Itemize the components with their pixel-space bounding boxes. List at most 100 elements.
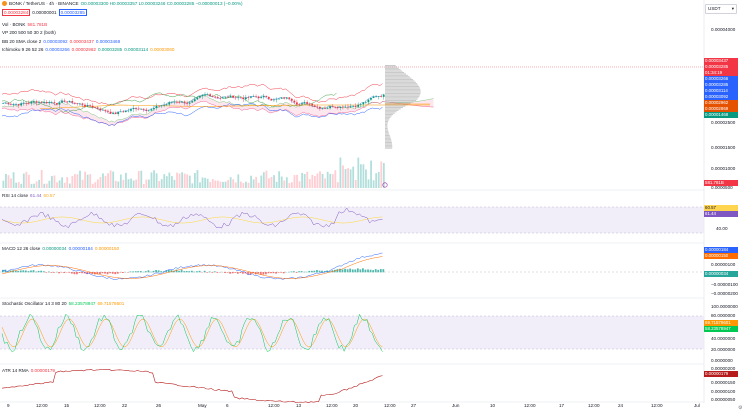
gear-icon[interactable]: ⚙ bbox=[738, 405, 743, 411]
candle-body bbox=[303, 102, 306, 104]
volume-profile-bar bbox=[385, 123, 388, 125]
candle-body bbox=[375, 96, 377, 98]
volume-profile-bar bbox=[385, 69, 401, 71]
candle-body bbox=[58, 102, 61, 105]
time-label: Jun bbox=[452, 403, 460, 408]
volume-profile-bar bbox=[385, 93, 421, 95]
candle-body bbox=[45, 102, 48, 104]
macd-hist-bar bbox=[295, 272, 298, 273]
candle-body bbox=[160, 105, 163, 107]
macd-hist-bar bbox=[374, 269, 377, 273]
candle-body bbox=[38, 102, 40, 103]
macd-hist-bar bbox=[9, 270, 12, 273]
macd-hist-bar bbox=[137, 271, 140, 273]
stoch-tick: 0.0000000 bbox=[711, 358, 733, 363]
ask-price[interactable]: 0.00003285 bbox=[58, 9, 87, 16]
candle-body bbox=[224, 96, 227, 98]
candle-body bbox=[130, 109, 132, 111]
macd-hist-bar bbox=[63, 272, 66, 274]
macd-hist-bar bbox=[150, 271, 152, 273]
vp-legend[interactable]: VP 200 500 50 30 2 (both) bbox=[2, 30, 56, 35]
macd-hist-value: 0.00000034 bbox=[42, 246, 67, 251]
macd-hist-bar bbox=[257, 272, 260, 274]
bb-lower-line bbox=[1, 103, 383, 127]
candle-body bbox=[250, 96, 252, 98]
volume-bar bbox=[89, 174, 92, 188]
bb-legend[interactable]: BB 20 SMA close 2 0.00003092 0.00003437 … bbox=[2, 39, 120, 44]
volume-bar bbox=[30, 183, 33, 188]
candle-body bbox=[275, 99, 278, 100]
ichimoku-legend[interactable]: Ichimoku 9 26 52 26 0.00003266 0.0000296… bbox=[2, 47, 174, 52]
candle-body bbox=[109, 111, 112, 114]
bid-price[interactable]: 0.00003284 bbox=[2, 9, 31, 16]
macd-hist-bar bbox=[242, 272, 244, 274]
stoch-tick: 20.0000000 bbox=[711, 347, 736, 352]
time-axis[interactable]: 9 12:00 15 12:00 22 26 May 6 12:00 13 12:00 20 12:00… bbox=[0, 403, 705, 411]
candle-body bbox=[7, 102, 10, 104]
macd-hist-bar bbox=[359, 269, 362, 273]
macd-legend[interactable]: MACD 12 26 close 0.00000034 0.00000184 0… bbox=[2, 246, 119, 251]
candle-body bbox=[372, 96, 375, 98]
volume-profile-bar bbox=[385, 87, 420, 89]
candle-body bbox=[163, 104, 166, 106]
candle-body bbox=[316, 106, 319, 108]
candle-body bbox=[68, 101, 71, 103]
candle-body bbox=[178, 102, 181, 103]
rsi-tick: 40.00 bbox=[716, 226, 728, 231]
macd-hist-bar bbox=[109, 272, 112, 274]
volume-profile-bar bbox=[385, 139, 392, 141]
macd-hist-bar bbox=[239, 272, 242, 274]
candle-body bbox=[204, 94, 206, 96]
macd-hist-bar bbox=[58, 272, 60, 274]
volume-profile-bar bbox=[385, 104, 408, 106]
volume-bar bbox=[148, 179, 150, 188]
macd-hist-bar bbox=[106, 272, 109, 275]
macd-hist-bar bbox=[344, 268, 346, 273]
volume-bar bbox=[326, 171, 329, 188]
volume-bar bbox=[15, 182, 18, 188]
volume-profile-bar bbox=[385, 80, 415, 82]
chevron-down-icon: ▾ bbox=[731, 6, 734, 11]
macd-hist-bar bbox=[167, 269, 170, 273]
stoch-legend[interactable]: Stochastic Oscillator 14 3 80 20 58.2357… bbox=[2, 301, 124, 306]
volume-profile-bar bbox=[385, 132, 389, 134]
rsi-legend[interactable]: RSI 14 close 61.44 60.57 bbox=[2, 193, 55, 198]
macd-hist-bar bbox=[88, 272, 91, 274]
candle-body bbox=[94, 107, 97, 108]
volume-bar bbox=[25, 171, 28, 188]
candle-body bbox=[33, 101, 35, 103]
candle-body bbox=[20, 103, 23, 106]
atr-legend[interactable]: ATR 14 RMA 0.00000179 bbox=[2, 368, 55, 373]
macd-hist-bar bbox=[180, 269, 183, 273]
stoch-tick: 80.0000000 bbox=[711, 313, 736, 318]
volume-profile-bar bbox=[385, 108, 401, 110]
candle-body bbox=[232, 95, 234, 98]
candle-body bbox=[244, 97, 247, 100]
stoch-d-value: 69.71578601 bbox=[97, 301, 125, 306]
time-label: 15 bbox=[64, 403, 70, 408]
macd-hist-bar bbox=[19, 270, 22, 273]
candle-body bbox=[91, 105, 94, 108]
currency-selector[interactable]: USDT ▾ bbox=[705, 4, 737, 14]
macd-tick: −0.00000100 bbox=[711, 282, 738, 287]
symbol-title[interactable]: BONK / TetherUS · 4h · BINANCE bbox=[9, 1, 79, 6]
volume-profile-bar bbox=[385, 83, 418, 85]
volume-bar bbox=[285, 177, 288, 188]
macd-hist-bar bbox=[316, 270, 318, 273]
candle-body bbox=[255, 96, 257, 97]
macd-hist-bar bbox=[267, 272, 270, 274]
volume-bar bbox=[273, 175, 275, 188]
volume-legend[interactable]: Vol · BONK 581.781B bbox=[2, 22, 47, 27]
macd-hist-bar bbox=[193, 271, 196, 273]
volume-bar bbox=[288, 183, 291, 188]
volume-label: Vol · BONK bbox=[2, 22, 26, 27]
volume-bar bbox=[370, 160, 372, 188]
volume-profile-bar bbox=[385, 115, 392, 117]
candle-body bbox=[221, 97, 224, 99]
time-label: 22 bbox=[122, 403, 128, 408]
time-label: 13 bbox=[296, 403, 302, 408]
macd-hist-bar bbox=[50, 272, 53, 273]
macd-hist-bar bbox=[170, 270, 173, 273]
volume-bar bbox=[291, 182, 293, 188]
